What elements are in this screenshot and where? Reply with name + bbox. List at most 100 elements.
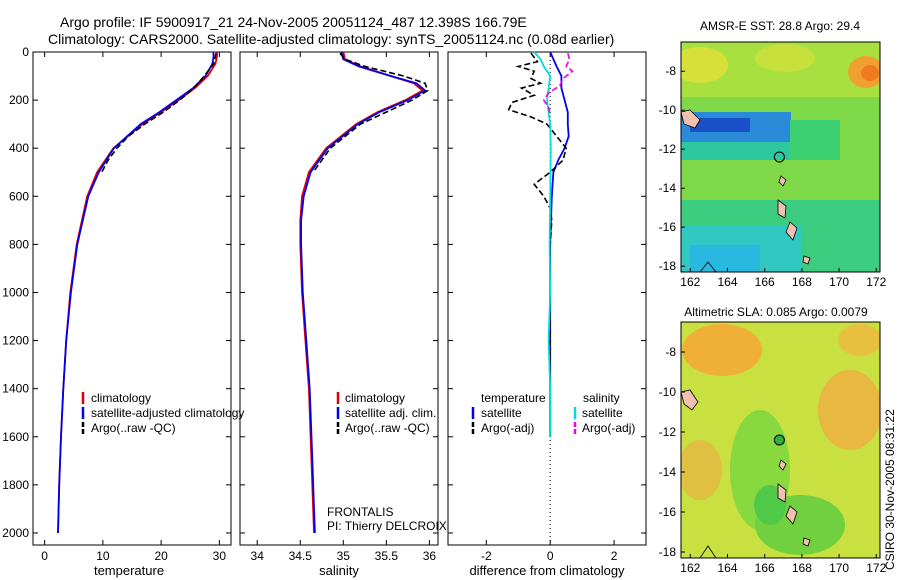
temperature-panel-frame [32, 51, 232, 546]
series-line-temperature-argo-adj [507, 52, 568, 437]
difference-xlabel: difference from climatology [469, 563, 625, 578]
sla-high-patch [818, 370, 880, 450]
sst-island [802, 255, 811, 265]
map-x-tick-label: 164 [717, 275, 737, 289]
y-tick-label: 0 [22, 45, 29, 59]
map-y-tick-label: -16 [659, 220, 677, 234]
temperature-xlabel: temperature [94, 563, 164, 578]
sst-map-field [681, 42, 880, 272]
series-line-argo-raw-qc [100, 53, 217, 173]
sst-island [778, 175, 787, 187]
salinity-axis-ticks: 34 34.5 35 35.5 36 [240, 51, 438, 563]
map-y-tick-label: -18 [659, 259, 677, 273]
series-line-salinity-argo-adj [542, 52, 574, 115]
series-line-satellite-adj-clim [300, 51, 427, 534]
sla-argo-position-marker [773, 434, 785, 446]
salinity-xlabel: salinity [319, 563, 359, 578]
x-tick-label: 10 [96, 549, 110, 563]
sst-hot-spot-core [861, 65, 879, 81]
sst-map-axis-ticks: 162 164 166 168 170 172 -8 -10 -12 -14 -16 -18 [659, 64, 887, 289]
map-x-tick-label: 162 [680, 561, 700, 575]
difference-legend: temperature salinity satellite Argo(-adj… [471, 391, 635, 435]
y-tick-label: 1200 [2, 334, 29, 348]
legend-header-temperature: temperature [481, 391, 546, 405]
sla-island [777, 483, 787, 503]
sla-island [785, 505, 798, 525]
figure-title-line2: Climatology: CARS2000. Satellite-adjuste… [48, 31, 614, 47]
x-tick-label: 36 [423, 549, 437, 563]
difference-axis-ticks: -2 0 2 [448, 51, 646, 563]
series-line-salinity-satellite [533, 51, 552, 437]
program-name: FRONTALIS [327, 505, 393, 519]
map-y-tick-label: -14 [659, 181, 677, 195]
sst-cool-band [681, 142, 801, 160]
y-tick-label: 1800 [2, 478, 29, 492]
temperature-legend: climatology satellite-adjusted climatolo… [81, 391, 244, 435]
map-x-tick-label: 162 [680, 275, 700, 289]
salinity-panel-frame [239, 51, 439, 546]
legend-label-temp-argo: Argo(-adj) [481, 421, 534, 435]
difference-series [507, 51, 574, 437]
map-y-tick-label: -12 [659, 142, 677, 156]
legend-label-temp-satellite: satellite [481, 406, 522, 420]
x-tick-label: 34.5 [289, 549, 313, 563]
sla-map-field [681, 322, 880, 558]
sla-island [681, 389, 699, 411]
y-tick-label: 600 [9, 189, 29, 203]
y-tick-label: 2000 [2, 526, 29, 540]
series-line-climatology [57, 52, 218, 534]
y-tick-label: 400 [9, 141, 29, 155]
temperature-series [57, 52, 218, 534]
salinity-series [299, 51, 429, 534]
map-x-tick-label: 168 [792, 561, 812, 575]
legend-label-argo: Argo(..raw -QC) [91, 421, 176, 435]
x-tick-label: 30 [213, 549, 227, 563]
series-line-satellite-adjusted-climatology [57, 52, 215, 534]
y-tick-label: 1000 [2, 285, 29, 299]
map-y-tick-label: -16 [659, 505, 677, 519]
sst-cold-band-core [690, 118, 750, 132]
map-y-tick-label: -10 [659, 103, 677, 117]
sla-high-patch [681, 440, 722, 500]
difference-panel-frame [447, 51, 647, 546]
legend-header-salinity: salinity [583, 391, 620, 405]
legend-label-climatology: climatology [91, 391, 151, 405]
map-y-tick-label: -10 [659, 385, 677, 399]
legend-label-satellite: satellite-adjusted climatology [91, 406, 244, 420]
map-x-tick-label: 168 [792, 275, 812, 289]
map-y-tick-label: -14 [659, 465, 677, 479]
y-tick-label: 1400 [2, 382, 29, 396]
sla-map-frame [680, 321, 881, 559]
sla-island [699, 545, 717, 558]
sst-south-band-coolest [690, 245, 760, 272]
sla-high-patch [838, 324, 880, 356]
map-y-tick-label: -8 [665, 64, 676, 78]
x-tick-label: 35 [337, 549, 351, 563]
sla-island [802, 537, 811, 547]
legend-label-climatology: climatology [345, 391, 405, 405]
temperature-axis-ticks: 0 10 20 30 0 200 400 600 800 1000 1200 1400 1600 1800… [2, 45, 231, 563]
sst-island [699, 261, 717, 272]
x-tick-label: 0 [41, 549, 48, 563]
series-line-argo-raw-qc [312, 52, 429, 173]
sst-map-title: AMSR-E SST: 28.8 Argo: 29.4 [700, 19, 860, 33]
legend-label-satellite: satellite adj. clim. [345, 406, 436, 420]
sst-cool-band [790, 120, 840, 160]
map-x-tick-label: 172 [866, 561, 886, 575]
sla-map-title: Altimetric SLA: 0.085 Argo: 0.0079 [684, 305, 868, 319]
map-x-tick-label: 170 [829, 275, 849, 289]
series-line-temperature-satellite [549, 51, 570, 437]
sst-island [785, 221, 798, 241]
legend-label-sal-satellite: satellite [582, 406, 623, 420]
principal-investigator: PI: Thierry DELCROIX [327, 519, 447, 533]
sla-island [778, 459, 787, 471]
x-tick-label: 35.5 [375, 549, 399, 563]
sla-high-patch [682, 324, 762, 376]
figure-title-line1: Argo profile: IF 5900917_21 24-Nov-2005 … [60, 14, 527, 30]
sst-map-frame [680, 41, 881, 273]
y-tick-label: 200 [9, 93, 29, 107]
sst-argo-position-marker [773, 151, 785, 163]
side-credit-label: CSIRO 30-Nov-2005 08:31:22 [883, 409, 897, 570]
sst-warm-patch [681, 47, 728, 83]
